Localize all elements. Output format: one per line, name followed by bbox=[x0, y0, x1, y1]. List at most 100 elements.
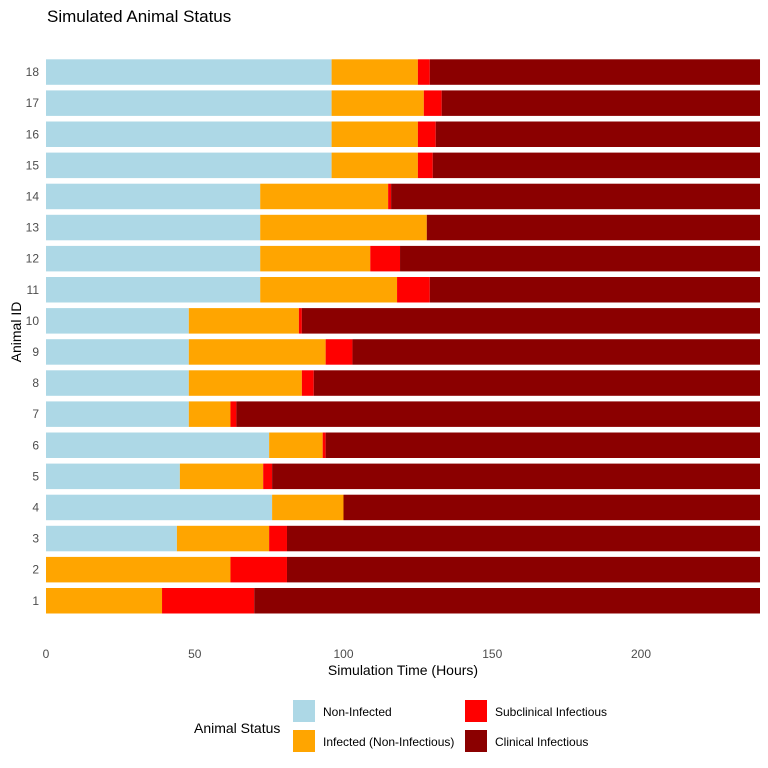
y-tick-label: 16 bbox=[26, 127, 40, 141]
y-tick-label: 13 bbox=[26, 221, 40, 235]
y-tick-label: 7 bbox=[32, 407, 39, 421]
legend-label: Non-Infected bbox=[323, 705, 392, 719]
bar-segment-animal-10-series-3 bbox=[301, 308, 760, 334]
bar-segment-animal-6-series-2 bbox=[322, 432, 326, 458]
bar-segment-animal-14-series-2 bbox=[388, 183, 392, 210]
y-tick-label: 10 bbox=[26, 314, 40, 328]
bar-segment-animal-12-series-0 bbox=[46, 245, 261, 272]
bar-segment-animal-17-series-0 bbox=[46, 90, 332, 116]
y-axis-title: Animal ID bbox=[8, 302, 24, 363]
bar-segment-animal-3-series-0 bbox=[46, 525, 177, 552]
bar-segment-animal-12-series-3 bbox=[400, 245, 761, 272]
bar-segment-animal-4-series-3 bbox=[343, 494, 760, 521]
x-tick-label: 200 bbox=[631, 647, 651, 661]
bar-segment-animal-7-series-1 bbox=[188, 401, 231, 427]
y-tick-label: 14 bbox=[26, 189, 40, 203]
bar-segment-animal-16-series-1 bbox=[331, 121, 418, 147]
bar-segment-animal-5-series-3 bbox=[272, 463, 760, 490]
bar-segment-animal-12-series-1 bbox=[260, 245, 371, 272]
bar-segment-animal-2-series-1 bbox=[46, 556, 231, 583]
bar-segment-animal-12-series-2 bbox=[370, 245, 401, 272]
bar-segment-animal-8-series-2 bbox=[301, 370, 314, 396]
x-axis-title: Simulation Time (Hours) bbox=[328, 662, 478, 678]
legend-title: Animal Status bbox=[194, 720, 280, 736]
bar-segment-animal-1-series-3 bbox=[254, 588, 760, 614]
y-tick-label: 11 bbox=[27, 283, 40, 297]
bar-segment-animal-7-series-0 bbox=[46, 401, 189, 427]
bar-segment-animal-18-series-2 bbox=[417, 59, 430, 85]
bar-segment-animal-9-series-0 bbox=[46, 339, 189, 365]
bar-segment-animal-1-series-2 bbox=[162, 588, 255, 614]
y-tick-label: 8 bbox=[32, 376, 39, 390]
bar-segment-animal-9-series-1 bbox=[188, 339, 326, 365]
bar-segment-animal-8-series-1 bbox=[188, 370, 302, 396]
y-tick-label: 6 bbox=[32, 438, 39, 452]
y-tick-label: 18 bbox=[26, 65, 40, 79]
bar-segment-animal-18-series-3 bbox=[429, 59, 761, 85]
bar-segment-animal-3-series-2 bbox=[269, 525, 287, 552]
legend-label: Clinical Infectious bbox=[495, 735, 588, 749]
bar-segment-animal-13-series-0 bbox=[46, 214, 261, 241]
bar-segment-animal-9-series-2 bbox=[325, 339, 353, 365]
bar-segment-animal-8-series-3 bbox=[313, 370, 760, 396]
bar-segment-animal-4-series-0 bbox=[46, 494, 273, 521]
y-tick-label: 2 bbox=[32, 563, 39, 577]
bar-segment-animal-14-series-0 bbox=[46, 183, 261, 210]
x-tick-label: 150 bbox=[482, 647, 502, 661]
bar-segment-animal-4-series-1 bbox=[272, 494, 344, 521]
legend-swatch bbox=[293, 730, 315, 752]
bar-segment-animal-11-series-3 bbox=[429, 277, 761, 303]
bar-segment-animal-7-series-2 bbox=[230, 401, 237, 427]
x-tick-label: 50 bbox=[188, 647, 202, 661]
bar-segment-animal-5-series-2 bbox=[263, 463, 273, 490]
x-tick-labels: 0 50 100 150 200 bbox=[43, 647, 652, 661]
y-tick-label: 12 bbox=[26, 252, 40, 266]
bar-segment-animal-16-series-3 bbox=[435, 121, 761, 147]
bar-segment-animal-5-series-0 bbox=[46, 463, 180, 490]
bar-segment-animal-2-series-2 bbox=[230, 556, 287, 583]
bar-segment-animal-11-series-1 bbox=[260, 277, 398, 303]
chart-title: Simulated Animal Status bbox=[47, 7, 231, 26]
bar-segment-animal-15-series-0 bbox=[46, 152, 332, 179]
bar-segment-animal-3-series-3 bbox=[286, 525, 761, 552]
bar-segment-animal-10-series-0 bbox=[46, 308, 189, 334]
bar-segment-animal-18-series-0 bbox=[46, 59, 332, 85]
x-tick-label: 100 bbox=[333, 647, 353, 661]
y-tick-label: 9 bbox=[32, 345, 39, 359]
bar-segment-animal-11-series-2 bbox=[397, 277, 430, 303]
bar-segment-animal-6-series-1 bbox=[269, 432, 323, 458]
legend-swatch bbox=[465, 730, 487, 752]
bar-segment-animal-5-series-1 bbox=[179, 463, 264, 490]
legend-label: Infected (Non-Infectious) bbox=[323, 735, 454, 749]
bar-segment-animal-8-series-0 bbox=[46, 370, 189, 396]
legend-swatch bbox=[465, 700, 487, 722]
bar-segment-animal-15-series-2 bbox=[417, 152, 433, 179]
bar-segment-animal-1-series-1 bbox=[46, 588, 163, 614]
bar-segment-animal-14-series-3 bbox=[391, 183, 760, 210]
y-tick-label: 3 bbox=[32, 532, 39, 546]
bar-segment-animal-17-series-3 bbox=[441, 90, 760, 116]
bar-segment-animal-15-series-3 bbox=[432, 152, 760, 179]
y-tick-label: 17 bbox=[26, 96, 40, 110]
bar-segment-animal-16-series-0 bbox=[46, 121, 332, 147]
bar-segment-animal-7-series-3 bbox=[236, 401, 760, 427]
bar-segment-animal-16-series-2 bbox=[417, 121, 436, 147]
bar-segment-animal-13-series-3 bbox=[426, 214, 760, 241]
y-tick-label: 5 bbox=[32, 469, 39, 483]
bar-segment-animal-10-series-2 bbox=[298, 308, 302, 334]
bar-segment-animal-2-series-3 bbox=[286, 556, 761, 583]
bar-segment-animal-9-series-3 bbox=[352, 339, 760, 365]
bar-segment-animal-17-series-2 bbox=[423, 90, 442, 116]
bar-segment-animal-3-series-1 bbox=[176, 525, 270, 552]
bars-group bbox=[46, 59, 761, 614]
bar-segment-animal-10-series-1 bbox=[188, 308, 299, 334]
bar-segment-animal-6-series-0 bbox=[46, 432, 270, 458]
bar-segment-animal-18-series-1 bbox=[331, 59, 418, 85]
bar-segment-animal-11-series-0 bbox=[46, 277, 261, 303]
bar-segment-animal-15-series-1 bbox=[331, 152, 418, 179]
y-tick-label: 1 bbox=[32, 594, 39, 608]
legend: Animal Status Non-Infected Infected (Non-… bbox=[194, 700, 607, 752]
x-tick-label: 0 bbox=[43, 647, 50, 661]
